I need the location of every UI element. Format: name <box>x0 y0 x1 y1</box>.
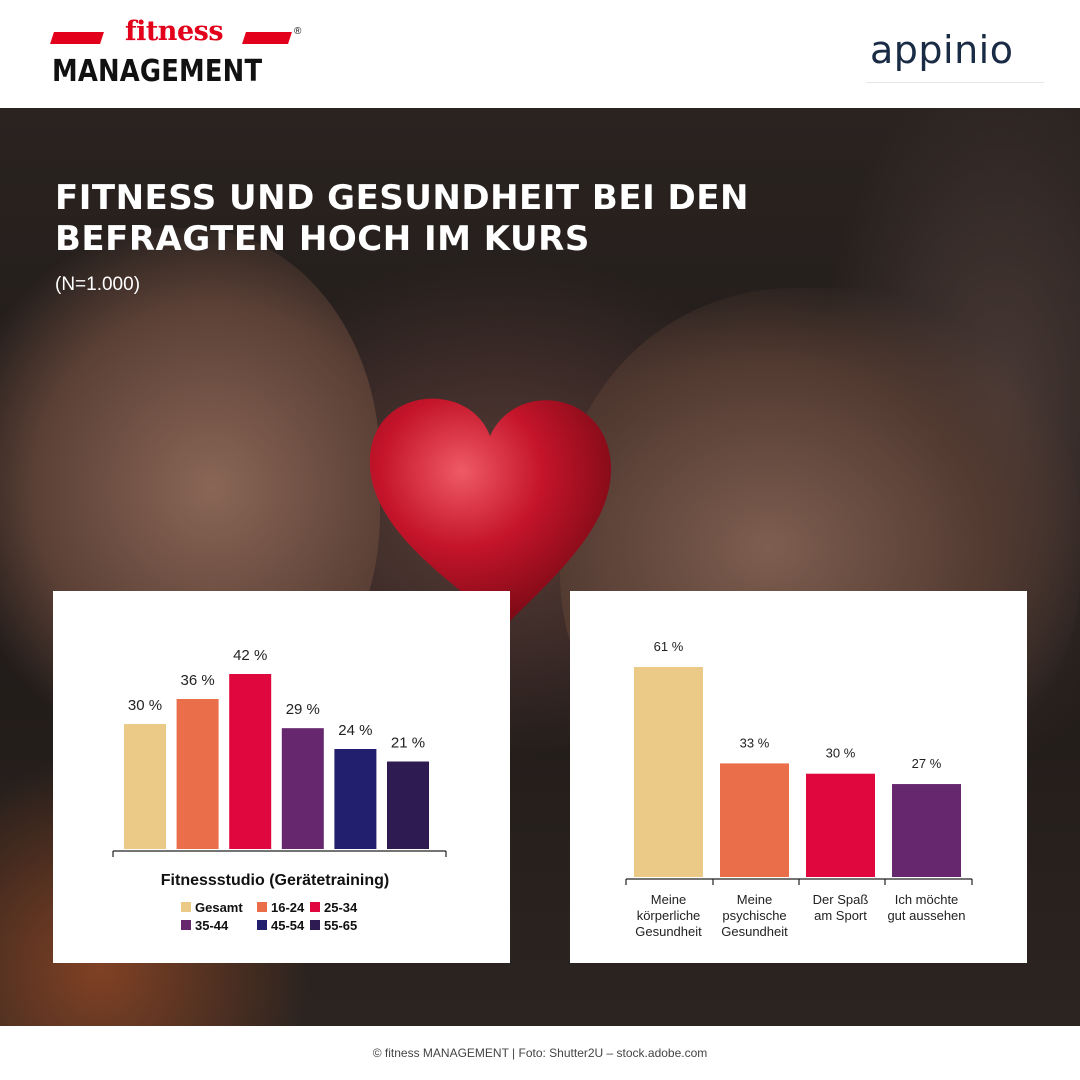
legend-label: 35-44 <box>195 918 229 933</box>
legend-swatch-55-65 <box>310 920 320 930</box>
heart-icon <box>369 398 612 626</box>
legend-label: 25-34 <box>324 900 358 915</box>
chart-card-motivation: 61 % Meine körperliche Gesundheit 33 % Meine p… <box>570 591 1027 963</box>
legend-swatch-16-24 <box>257 902 267 912</box>
value-label: 24 % <box>338 722 372 739</box>
value-label: 30 % <box>128 697 162 714</box>
chart-fitnessstudio: 30 % 36 % 42 % 29 % 24 % 21 % Fitnessstudio (G… <box>112 647 447 933</box>
footer: © fitness MANAGEMENT | Foto: Shutter2U –… <box>0 1026 1080 1080</box>
value-label: 33 % <box>740 735 770 750</box>
category-label: psychische <box>722 908 786 923</box>
value-label: 27 % <box>912 756 942 771</box>
logo-word-management: MANAGEMENT <box>52 54 263 89</box>
category-label: gut aussehen <box>887 908 965 923</box>
fitness-management-logo: fitness ® MANAGEMENT <box>50 14 312 94</box>
category-label: Gesundheit <box>721 924 788 939</box>
bar-45-54 <box>334 749 377 849</box>
bar-25-34 <box>229 674 272 849</box>
value-label: 30 % <box>826 746 856 761</box>
sample-size: (N=1.000) <box>55 274 141 295</box>
header: fitness ® MANAGEMENT appinio <box>0 0 1080 108</box>
bar-2 <box>720 763 789 877</box>
bar-gesamt <box>124 724 166 849</box>
logo-word-fitness: fitness <box>124 16 224 47</box>
copyright-credit: © fitness MANAGEMENT | Foto: Shutter2U –… <box>372 1046 708 1060</box>
category-label: Ich möchte <box>895 892 959 907</box>
category-label: körperliche <box>637 908 701 923</box>
value-label: 21 % <box>391 735 425 752</box>
value-label: 29 % <box>286 701 320 718</box>
chart-card-fitnessstudio: 30 % 36 % 42 % 29 % 24 % 21 % Fitnessstudio (G… <box>53 591 510 963</box>
category-label: Meine <box>737 892 772 907</box>
legend-swatch-35-44 <box>181 920 191 930</box>
bar-3 <box>806 773 875 877</box>
legend-label: Gesamt <box>195 900 243 915</box>
registered-mark: ® <box>294 26 302 37</box>
bar-1 <box>634 667 703 877</box>
bar-4 <box>892 784 961 877</box>
legend-swatch-25-34 <box>310 902 320 912</box>
page-title: FITNESS UND GESUNDHEIT BEI DEN BEFRAGTEN… <box>55 178 749 259</box>
category-label: am Sport <box>814 908 867 923</box>
appinio-logo-text: appinio <box>870 28 1014 72</box>
value-label: 42 % <box>233 647 267 664</box>
legend-label: 16-24 <box>271 900 305 915</box>
category-label: Der Spaß <box>813 892 869 907</box>
appinio-logo: appinio <box>866 26 1044 83</box>
logo-bar-left <box>50 32 104 44</box>
bar-35-44 <box>281 728 324 849</box>
legend-swatch-gesamt <box>181 902 191 912</box>
bar-16-24 <box>176 699 219 849</box>
legend-swatch-45-54 <box>257 920 267 930</box>
legend-label: 55-65 <box>324 918 357 933</box>
value-label: 61 % <box>654 639 684 654</box>
logo-bar-right <box>242 32 292 44</box>
legend-label: 45-54 <box>271 918 305 933</box>
category-label: Gesundheit <box>635 924 702 939</box>
category-label: Meine <box>651 892 686 907</box>
x-axis-title: Fitnessstudio (Gerätetraining) <box>161 872 389 889</box>
bar-55-65 <box>387 761 429 849</box>
value-label: 36 % <box>180 672 214 689</box>
